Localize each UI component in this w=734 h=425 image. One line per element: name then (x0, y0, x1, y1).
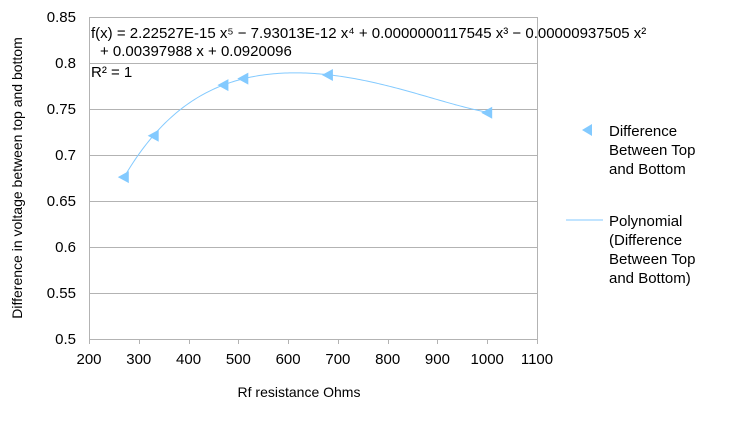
trendline-layer (123, 72, 488, 178)
legend-triangle-marker (582, 124, 592, 136)
x-tick-label-8: 1000 (471, 351, 504, 368)
legend-label-trend-line-4: and Bottom) (609, 270, 691, 287)
data-point-5 (481, 106, 493, 119)
legend-label-trend-line-1: Polynomial (609, 213, 682, 230)
x-tick-labels: 200 300 400 500 600 700 800 900 1000 1100 (76, 351, 553, 368)
legend-label-markers-line-2: Between Top (609, 142, 695, 159)
gridlines (89, 17, 537, 340)
x-tick-label-9: 1100 (521, 351, 553, 368)
y-axis-title: Difference in voltage between top and bo… (9, 37, 25, 318)
y-tick-label-7: 0.85 (47, 9, 76, 26)
x-tick-label-6: 800 (375, 351, 400, 368)
y-tick-label-6: 0.8 (55, 55, 76, 72)
legend-label-trend-line-3: Between Top (609, 251, 695, 268)
legend-label-trend-line-2: (Difference (609, 232, 682, 249)
legend-label-markers-line-1: Difference (609, 123, 677, 140)
legend: Difference Between Top and Bottom Polyno… (566, 123, 695, 287)
x-tick-label-4: 600 (276, 351, 301, 368)
r-squared-label: R² = 1 (91, 64, 132, 81)
legend-label-markers-line-3: and Bottom (609, 161, 686, 178)
y-tick-label-4: 0.7 (55, 147, 76, 164)
trendline-equation-line-1: f(x) = 2.22527E-15 x⁵ − 7.93013E-12 x⁴ +… (91, 25, 646, 42)
data-point-3 (237, 72, 249, 85)
x-tick-label-7: 900 (425, 351, 450, 368)
y-tick-label-2: 0.6 (55, 239, 76, 256)
x-tick-label-0: 200 (76, 351, 101, 368)
data-point-1 (147, 129, 159, 142)
data-points (117, 69, 493, 184)
x-tick-label-2: 400 (176, 351, 201, 368)
polynomial-trendline (123, 72, 488, 178)
trendline-equation-line-2: + 0.00397988 x + 0.0920096 (100, 43, 292, 60)
x-tick-label-3: 500 (226, 351, 251, 368)
y-tick-labels: 0.5 0.55 0.6 0.65 0.7 0.75 0.8 0.85 (47, 9, 76, 348)
x-tick-label-5: 700 (325, 351, 350, 368)
data-point-2 (217, 79, 229, 92)
x-axis-title: Rf resistance Ohms (238, 384, 361, 400)
x-tick-label-1: 300 (126, 351, 151, 368)
y-tick-label-0: 0.5 (55, 331, 76, 348)
data-point-0 (117, 171, 129, 184)
y-tick-label-1: 0.55 (47, 285, 76, 302)
y-tick-label-5: 0.75 (47, 101, 76, 118)
y-tick-label-3: 0.65 (47, 193, 76, 210)
plot-area (89, 17, 538, 344)
data-point-4 (321, 69, 333, 81)
